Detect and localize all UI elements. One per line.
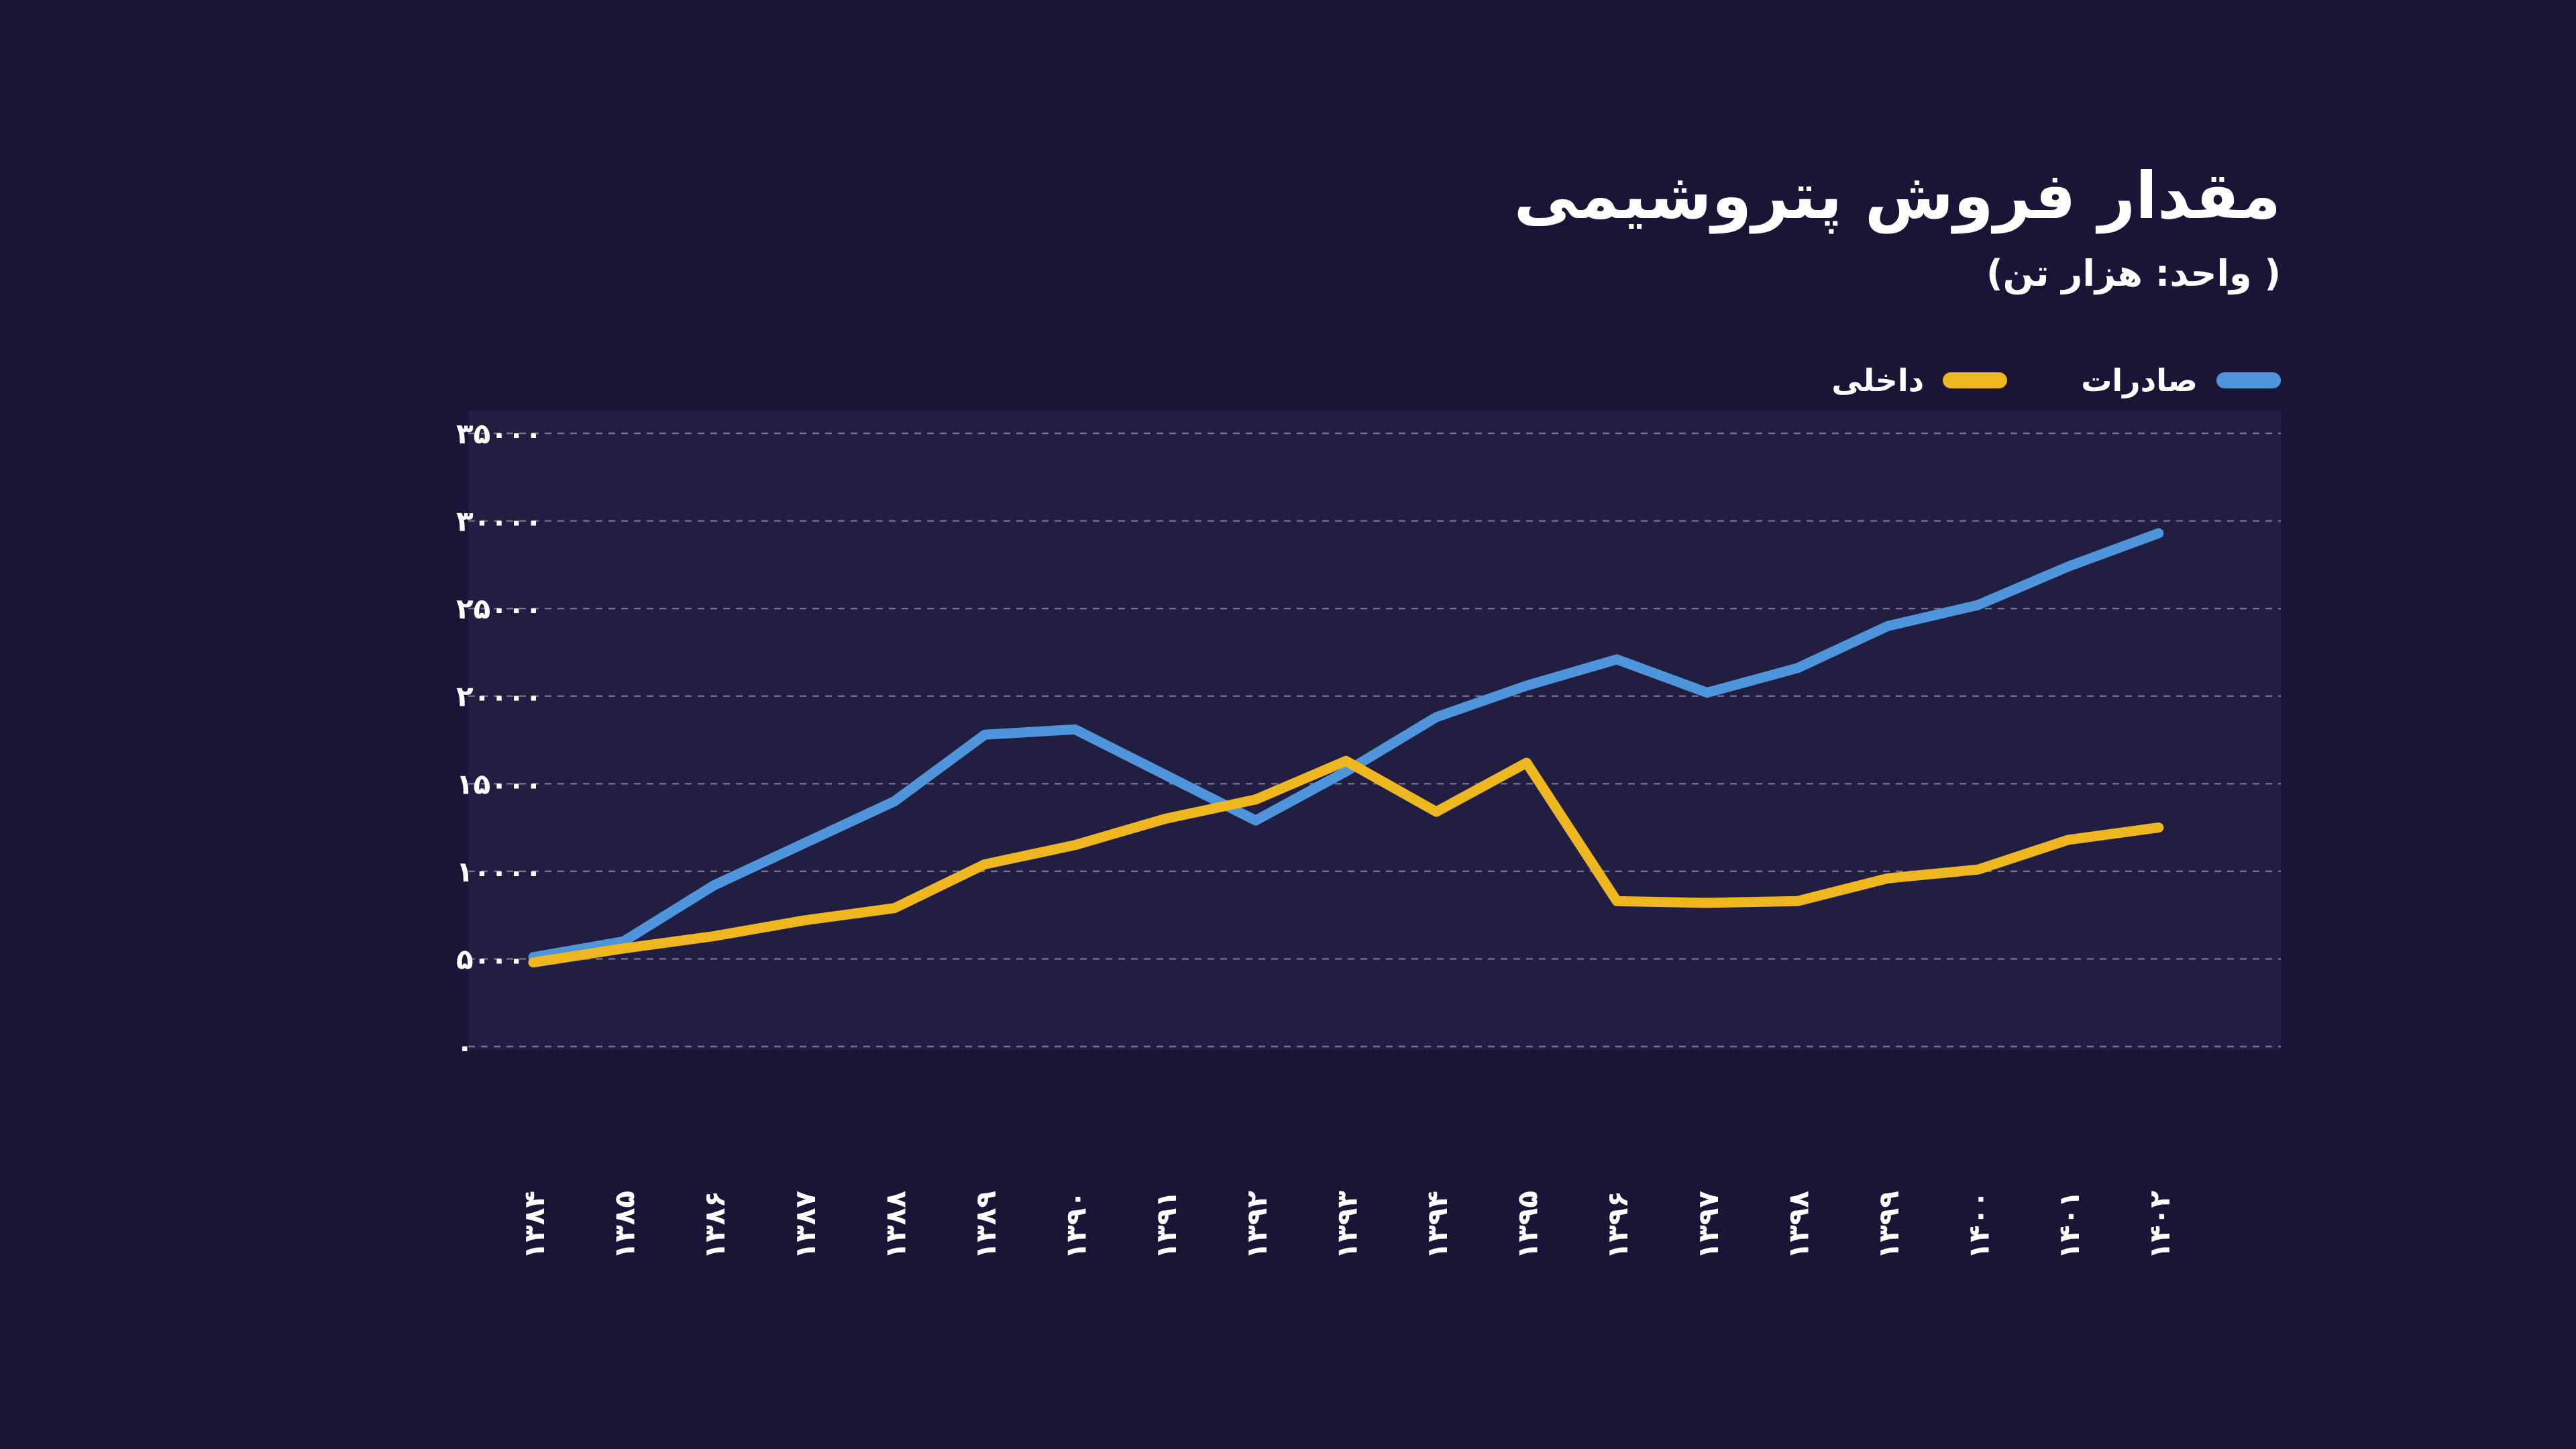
y-tick-label: ۰ (456, 1030, 474, 1063)
x-tick-label: ۱۳۹۳ (1330, 1191, 1363, 1260)
y-tick-label: ۱۵۰۰۰ (456, 767, 542, 800)
legend-item-domestic: داخلی (1831, 362, 2008, 398)
x-tick-label: ۱۳۹۶ (1601, 1191, 1634, 1260)
y-tick-label: ۲۰۰۰۰ (456, 680, 542, 713)
x-tick-label: ۱۴۰۲ (2143, 1191, 2176, 1260)
exports-legend-label: صادرات (2081, 362, 2198, 398)
y-tick-label: ۳۰۰۰۰ (456, 505, 542, 538)
chart-header: مقدار فروش پتروشیمی ( واحد: هزار تن) (1513, 158, 2281, 294)
exports-line (528, 528, 2164, 963)
x-tick-label: ۱۳۸۷ (789, 1191, 822, 1260)
domestic-line (528, 755, 2164, 968)
y-tick-label: ۱۰۰۰۰ (456, 855, 542, 888)
y-tick-label: ۳۵۰۰۰ (456, 417, 542, 450)
x-tick-label: ۱۳۸۴ (518, 1191, 551, 1260)
x-tick-label: ۱۴۰۰ (1963, 1191, 1996, 1260)
domestic-line-swatch (1943, 372, 2008, 388)
x-tick-label: ۱۳۹۱ (1150, 1191, 1183, 1260)
x-tick-label: ۱۳۹۰ (1060, 1191, 1093, 1260)
x-tick-label: ۱۳۸۸ (879, 1191, 912, 1260)
y-tick-label: ۲۵۰۰۰ (456, 592, 542, 625)
chart-legend: صادرات داخلی (1831, 362, 2281, 398)
x-tick-label: ۱۳۸۵ (608, 1191, 641, 1260)
x-tick-label: ۱۳۹۵ (1511, 1191, 1544, 1260)
x-tick-label: ۱۳۸۶ (698, 1191, 731, 1260)
x-tick-label: ۱۳۹۸ (1782, 1191, 1815, 1260)
x-tick-label: ۱۳۹۹ (1872, 1191, 1905, 1260)
plot-area (468, 411, 2281, 1050)
legend-item-exports: صادرات (2081, 362, 2281, 398)
x-tick-label: ۱۳۸۹ (969, 1191, 1002, 1260)
chart-title: مقدار فروش پتروشیمی (1513, 158, 2281, 233)
x-tick-label: ۱۳۹۷ (1692, 1191, 1725, 1260)
x-tick-label: ۱۴۰۱ (2053, 1191, 2086, 1260)
x-tick-label: ۱۳۹۴ (1421, 1191, 1454, 1260)
chart-subtitle-unit: ( واحد: هزار تن) (1986, 252, 2281, 294)
domestic-legend-label: داخلی (1831, 362, 1925, 398)
y-tick-label: ۵۰۰۰ (456, 943, 525, 975)
x-tick-label: ۱۳۹۲ (1240, 1191, 1273, 1260)
exports-line-swatch (2216, 372, 2281, 388)
